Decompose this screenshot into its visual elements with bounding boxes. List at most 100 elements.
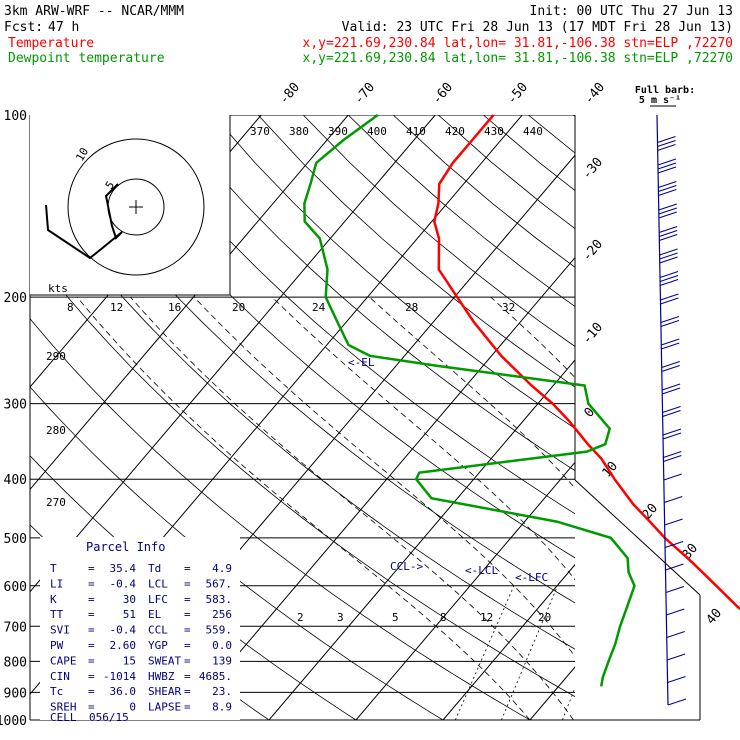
parcel-value: 4.9 <box>212 562 232 575</box>
parcel-value: 36.0 <box>110 685 137 698</box>
pressure-label-200: 200 <box>4 291 27 306</box>
parcel-eq: = <box>184 685 191 698</box>
theta-e-label: 270 <box>46 496 66 509</box>
parcel-value: 0 <box>129 701 136 714</box>
parcel-eq: = <box>184 654 191 667</box>
wind-barb <box>667 698 687 706</box>
dry-adiabat-line <box>167 115 575 472</box>
el-label: <-EL <box>348 356 375 369</box>
parcel-value: 567. <box>206 577 233 590</box>
parcel-key: LCL <box>148 577 168 590</box>
parcel-key: HWBZ <box>148 670 175 683</box>
legend-temperature-name: Temperature <box>8 36 94 51</box>
wind-barb <box>662 410 681 417</box>
parcel-key: Tc <box>50 685 63 698</box>
mixing-ratio-low-label: 12 <box>480 611 493 624</box>
parcel-value: 30 <box>123 593 136 606</box>
legend-dewpoint-info: x,y=221.69,230.84 lat,lon= 31.81,-106.38… <box>303 51 733 66</box>
dry-adiabat-line <box>483 115 575 191</box>
wind-barb <box>659 230 678 237</box>
pressure-label-1000: 1000 <box>0 714 27 729</box>
cell-value: 056/15 <box>89 711 129 724</box>
wind-barb <box>663 455 682 462</box>
pressure-label-400: 400 <box>4 473 27 488</box>
theta-e-label: 290 <box>46 350 66 363</box>
wind-barb <box>658 207 677 215</box>
pressure-axis: 1002003004005006007008009001000 <box>0 109 701 729</box>
wind-barb <box>662 428 682 436</box>
theta-label: 390 <box>328 125 348 138</box>
parcel-eq: = <box>88 639 95 652</box>
mixing-ratio-label: 8 <box>67 301 74 314</box>
moist-adiabat-line <box>130 296 574 720</box>
moist-adiabat-line <box>490 296 575 379</box>
parcel-key: SVI <box>50 624 70 637</box>
parcel-key: SWEAT <box>148 654 181 667</box>
wind-barbs <box>656 114 687 706</box>
hodograph-ring-10 <box>67 138 205 276</box>
isotherm-line <box>355 461 575 720</box>
fcst-value: 47 h <box>48 20 79 35</box>
wind-barb <box>658 181 677 188</box>
isotherm-line <box>617 115 740 720</box>
theta-label: 430 <box>484 125 504 138</box>
theta-label: 400 <box>367 125 387 138</box>
dry-adiabat-line <box>573 115 575 117</box>
theta-label: 380 <box>289 125 309 138</box>
wind-barb <box>660 316 680 323</box>
mixing-ratio-label: 12 <box>110 301 123 314</box>
dry-adiabat-line <box>212 115 575 429</box>
temperature-profile <box>433 114 740 611</box>
mixing-ratio-line <box>675 586 721 720</box>
pressure-label-900: 900 <box>4 686 27 701</box>
parcel-value: -1014 <box>103 670 136 683</box>
parcel-value: -0.4 <box>110 577 137 590</box>
parcel-key: CIN <box>50 670 70 683</box>
wind-barb <box>657 162 677 170</box>
parcel-key: EL <box>148 608 162 621</box>
pressure-label-100: 100 <box>4 109 27 124</box>
parcel-value: 15 <box>123 654 136 667</box>
parcel-eq: = <box>88 593 95 606</box>
parcel-value: 583. <box>206 593 233 606</box>
ccl-label: CCL-> <box>390 560 423 573</box>
mixing-ratio-label: 28 <box>405 301 418 314</box>
wind-barb <box>661 383 681 391</box>
isotherm-label: -70 <box>352 80 379 108</box>
mixing-ratio-low-label: 5 <box>392 611 399 624</box>
wind-barb <box>661 387 681 395</box>
wind-barb <box>662 432 682 440</box>
isotherm-line <box>181 256 575 720</box>
isotherm-line <box>268 359 575 720</box>
pressure-label-500: 500 <box>4 532 27 547</box>
valid-time: Valid: 23 UTC Fri 28 Jun 13 (17 MDT Fri … <box>342 20 733 35</box>
kts-label: kts <box>48 282 68 295</box>
wind-barb <box>660 293 679 301</box>
wind-barb <box>666 608 685 616</box>
theta-label: 370 <box>250 125 270 138</box>
pressure-label-800: 800 <box>4 655 27 670</box>
wind-barb <box>661 338 680 346</box>
mixing-ratio-label: 24 <box>312 301 326 314</box>
moist-adiabat-line <box>271 296 575 581</box>
mixing-ratio-line <box>501 585 558 720</box>
lfc-label: <-LFC <box>515 571 548 584</box>
wind-barb <box>657 136 676 143</box>
parcel-value: 139 <box>212 654 232 667</box>
isotherm-label: -10 <box>580 320 607 348</box>
isotherm-line <box>30 115 349 491</box>
parcel-key: K <box>50 593 57 606</box>
wind-barb <box>661 365 680 372</box>
wind-barb <box>658 185 677 192</box>
parcel-value: 2.60 <box>110 639 137 652</box>
init-time: Init: 00 UTC Thu 27 Jun 13 <box>530 4 734 19</box>
dry-adiabat-line <box>302 115 575 347</box>
isotherm-label: -20 <box>580 237 607 265</box>
lcl-label: <-LCL <box>465 564 498 577</box>
dry-adiabat-line <box>30 317 531 720</box>
wind-barb <box>659 279 679 286</box>
dry-adiabat-line <box>257 115 575 388</box>
isotherm-line <box>704 115 740 720</box>
theta-e-label: 280 <box>46 424 66 437</box>
cell-key: CELL <box>50 711 77 724</box>
